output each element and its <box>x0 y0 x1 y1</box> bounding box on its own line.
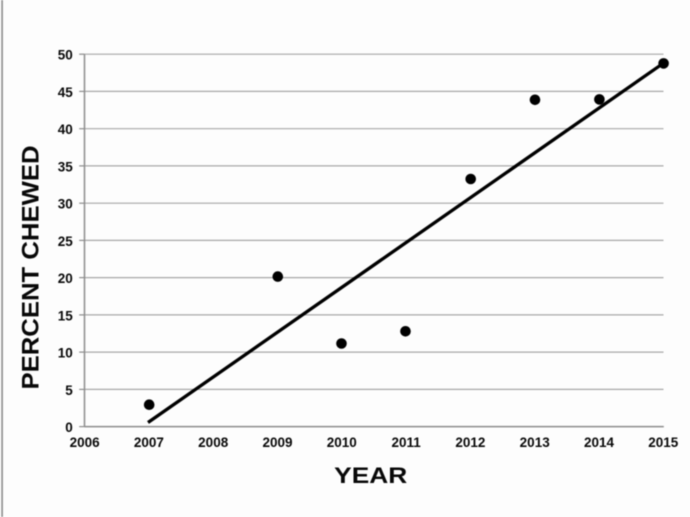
svg-text:2008: 2008 <box>198 435 229 450</box>
svg-text:30: 30 <box>58 197 73 212</box>
svg-text:2014: 2014 <box>584 435 615 450</box>
svg-text:25: 25 <box>58 234 74 249</box>
svg-text:5: 5 <box>65 383 73 398</box>
svg-text:45: 45 <box>58 85 74 100</box>
svg-text:10: 10 <box>58 346 73 361</box>
svg-text:2010: 2010 <box>327 435 357 450</box>
svg-text:35: 35 <box>58 159 74 174</box>
svg-text:0: 0 <box>65 420 73 435</box>
svg-text:2007: 2007 <box>134 435 164 450</box>
svg-text:YEAR: YEAR <box>334 463 407 488</box>
svg-text:40: 40 <box>58 122 73 137</box>
svg-text:2013: 2013 <box>520 435 551 450</box>
svg-text:15: 15 <box>58 308 74 323</box>
svg-text:2012: 2012 <box>455 435 485 450</box>
svg-text:2009: 2009 <box>262 435 292 450</box>
svg-text:2015: 2015 <box>648 435 679 450</box>
svg-text:PERCENT CHEWED: PERCENT CHEWED <box>18 146 45 390</box>
svg-text:2011: 2011 <box>391 435 421 450</box>
svg-text:20: 20 <box>58 271 73 286</box>
svg-text:2006: 2006 <box>70 435 101 450</box>
svg-text:50: 50 <box>58 48 73 63</box>
